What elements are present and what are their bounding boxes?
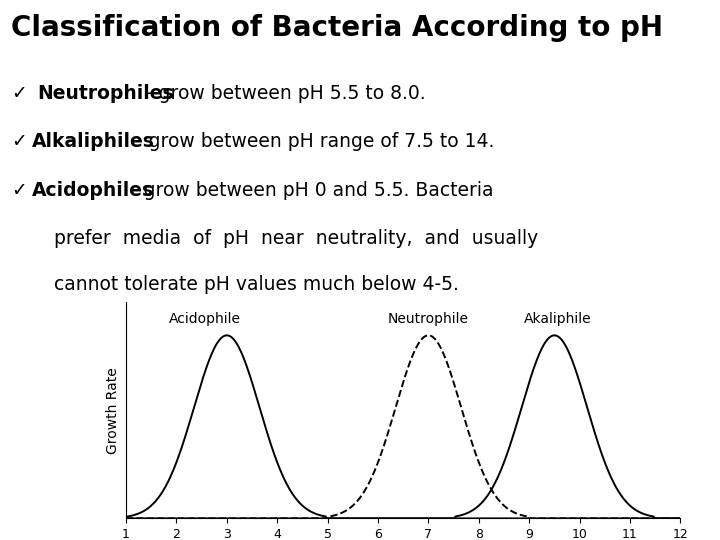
- Y-axis label: Growth Rate: Growth Rate: [107, 367, 120, 454]
- Text: Neutrophile: Neutrophile: [388, 312, 469, 326]
- Text: Akaliphile: Akaliphile: [524, 312, 592, 326]
- Text: ✓: ✓: [11, 132, 27, 151]
- Text: cannot tolerate pH values much below 4-5.: cannot tolerate pH values much below 4-5…: [54, 275, 459, 294]
- Text: Acidophiles: Acidophiles: [32, 181, 155, 200]
- Text: Acidophile: Acidophile: [168, 312, 240, 326]
- Text: ✓: ✓: [11, 84, 27, 103]
- Text: - grow between pH range of 7.5 to 14.: - grow between pH range of 7.5 to 14.: [130, 132, 494, 151]
- Text: Classification of Bacteria According to pH: Classification of Bacteria According to …: [11, 14, 663, 42]
- Text: Alkaliphiles: Alkaliphiles: [32, 132, 156, 151]
- Text: - grow between pH 5.5 to 8.0.: - grow between pH 5.5 to 8.0.: [140, 84, 426, 103]
- Text: - grow between pH 0 and 5.5. Bacteria: - grow between pH 0 and 5.5. Bacteria: [125, 181, 493, 200]
- Text: ✓: ✓: [11, 181, 27, 200]
- Text: Neutrophiles: Neutrophiles: [37, 84, 174, 103]
- Text: prefer  media  of  pH  near  neutrality,  and  usually: prefer media of pH near neutrality, and …: [54, 230, 539, 248]
